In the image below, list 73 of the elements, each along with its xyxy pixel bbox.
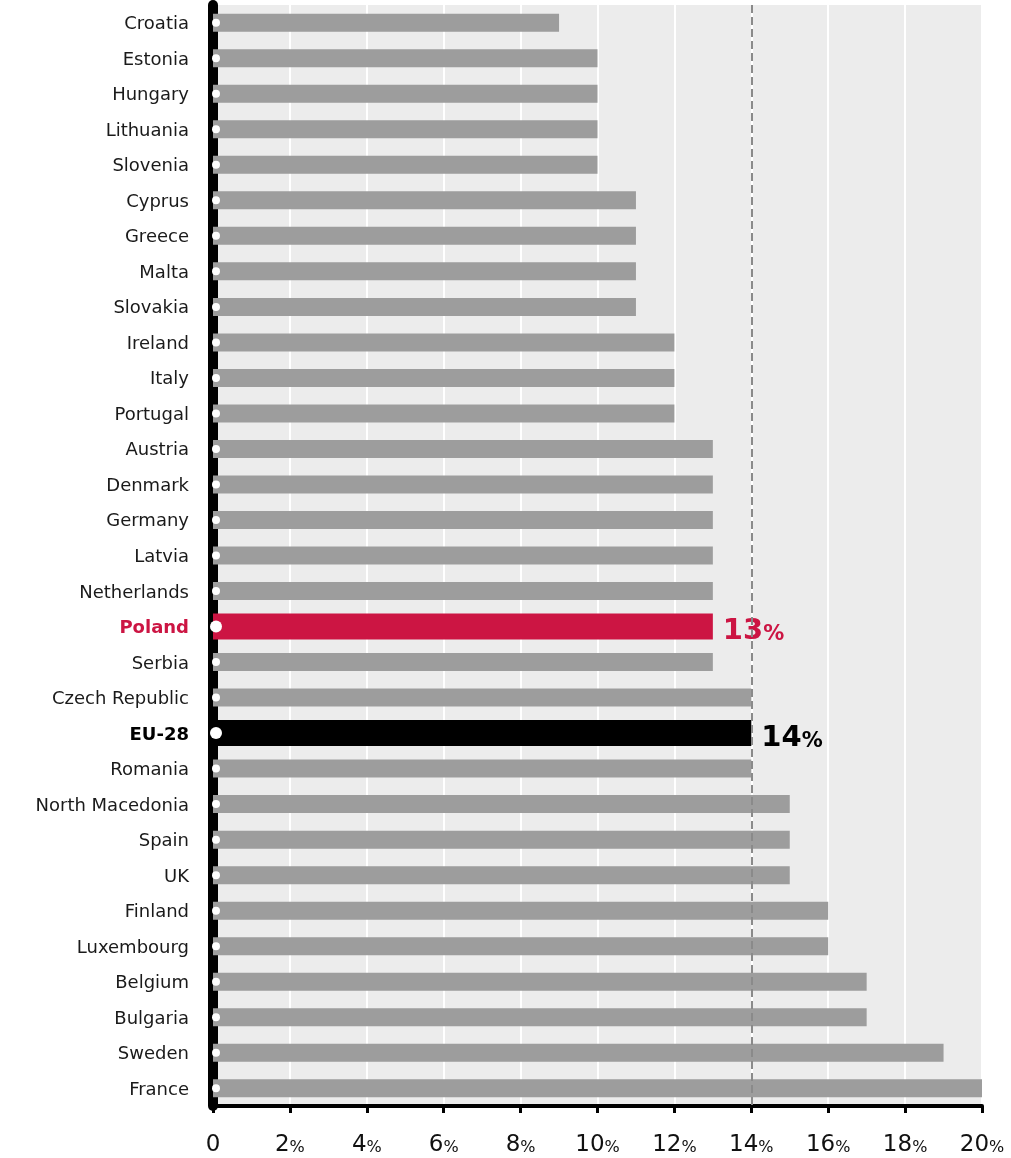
y-tick-label: Croatia [124,12,189,34]
y-tick-label: Latvia [134,545,189,566]
bar [213,546,713,565]
y-tick-label: Germany [106,509,190,531]
x-tick-label: 0 [205,1129,221,1156]
y-tick-label: Netherlands [79,580,189,602]
y-tick-label: France [129,1077,189,1099]
bar [213,1008,867,1027]
y-tick-label: UK [164,864,191,886]
y-tick-label: Finland [124,900,189,922]
y-tick-label: Serbia [131,651,189,673]
y-tick-label: Spain [138,829,189,851]
bar [213,262,636,281]
x-tick-label: 6% [428,1129,459,1156]
bar [213,1079,982,1098]
y-tick-label: Romania [110,758,189,780]
x-tick-label: 14% [729,1129,774,1156]
y-tick-label: Slovenia [112,154,189,176]
bar [213,795,790,814]
x-tick-label: 18% [882,1129,928,1156]
y-tick-label: Hungary [112,83,190,105]
y-tick-label: Greece [124,225,189,247]
bar [213,297,636,316]
y-tick-label: Slovakia [113,296,189,318]
y-tick-label: Austria [125,438,189,460]
x-tick-label: 2% [274,1129,305,1156]
bar [213,49,598,68]
y-tick-label: Denmark [106,473,190,495]
y-tick-label: North Macedonia [35,793,189,815]
bar [213,404,675,423]
bar [213,937,829,956]
bar [213,439,713,458]
x-tick-label: 16% [805,1129,851,1156]
y-tick-label: Italy [149,367,190,389]
data-label: 14% [761,718,823,753]
bar [213,1043,944,1062]
y-tick-label: Luxembourg [76,935,189,957]
x-tick-label: 12% [652,1129,697,1156]
bar [213,333,675,352]
y-tick-label: Bulgaria [114,1006,189,1028]
bar [213,368,675,387]
y-tick-label: Czech Republic [51,687,189,709]
bar [213,972,867,991]
bar [213,13,560,32]
y-tick-label: Portugal [114,402,189,424]
bar [213,510,713,529]
x-tick-label: 4% [351,1129,382,1156]
bar [213,191,636,210]
y-tick-label: Poland [119,616,189,638]
y-tick-label: Estonia [122,47,189,69]
y-tick-label: Cyprus [126,189,189,211]
bar [213,866,790,885]
bar [213,653,713,672]
data-label: 13% [722,612,785,647]
bar [213,901,829,920]
y-tick-label: Ireland [126,331,189,353]
y-tick-label: Belgium [115,971,189,993]
y-tick-label: Malta [139,260,189,282]
y-tick-label: EU-28 [129,722,189,744]
x-tick-label: 10% [575,1129,620,1156]
bar [213,84,598,103]
bar [213,475,713,494]
bar [213,759,752,778]
bar [213,830,790,849]
y-tick-label: Lithuania [105,118,189,140]
y-tick-label: Sweden [117,1042,189,1064]
bar [213,688,752,707]
bar [213,226,636,245]
x-tick-label: 20% [959,1129,1005,1156]
x-tick-label: 8% [505,1129,536,1156]
bar [213,582,713,601]
bar [213,155,598,174]
bar [213,120,598,139]
